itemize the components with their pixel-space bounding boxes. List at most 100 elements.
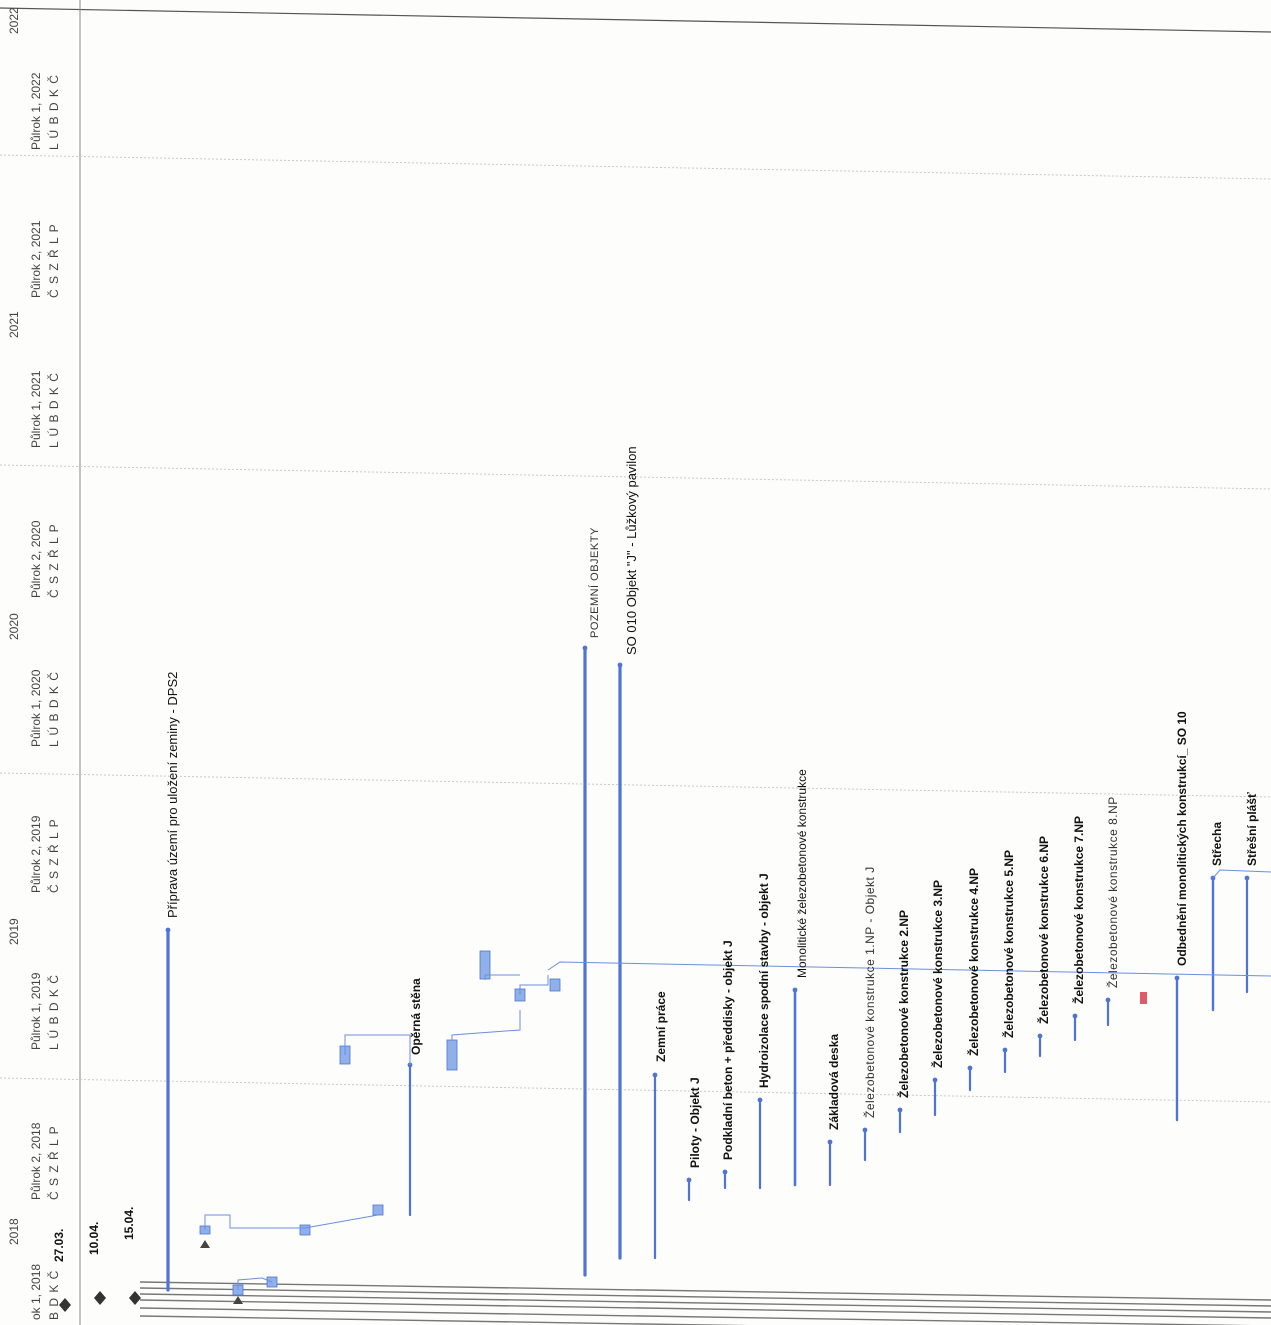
half-year-label: Půlrok 1, 2020 bbox=[29, 669, 43, 747]
arrow-icon bbox=[233, 1296, 243, 1304]
task-bar-end bbox=[792, 987, 798, 993]
task-label: POZEMNÍ OBJEKTY bbox=[588, 527, 601, 638]
baseline-rule bbox=[139, 1307, 1253, 1325]
task-bar-end bbox=[1002, 1047, 1008, 1053]
grid-line bbox=[0, 1077, 1271, 1103]
baseline-rule bbox=[139, 1293, 1271, 1313]
half-year-label: Půlrok 2, 2019 bbox=[29, 815, 43, 893]
dependency-box bbox=[446, 1039, 458, 1071]
dependency-link bbox=[451, 1010, 521, 1040]
task-bar-end bbox=[1174, 975, 1180, 981]
milestone-label: 10.04. bbox=[87, 1222, 101, 1255]
milestone-label: 15.04. bbox=[122, 1207, 136, 1240]
milestones: 27.03. 10.04. 15.04. bbox=[52, 1207, 141, 1312]
task-labels: Příprava území pro uložení zeminy - DPS2… bbox=[165, 446, 1259, 1168]
month-letters: Č S Z Ř L P bbox=[46, 523, 61, 598]
task-label: Střešní plášť bbox=[1245, 792, 1259, 866]
task-bar-end bbox=[1037, 1033, 1043, 1039]
task-bar-end bbox=[897, 1107, 903, 1113]
baseline-rule bbox=[139, 1281, 1271, 1301]
month-letters: L Ú B D K Č bbox=[46, 974, 61, 1050]
half-year-label: Půlrok 1, 2019 bbox=[29, 972, 43, 1050]
link-line bbox=[547, 961, 1271, 977]
task-label: Železobetonové konstrukce 4.NP bbox=[966, 868, 981, 1056]
task-label: Piloty - Objekt J bbox=[688, 1077, 702, 1168]
dependency-box bbox=[549, 978, 561, 992]
year-label: 2020 bbox=[7, 613, 21, 640]
dependency-link bbox=[304, 1214, 379, 1229]
task-label: Železobetonové konstrukce 8.NP bbox=[1105, 796, 1120, 988]
arrow-icon bbox=[200, 1240, 210, 1248]
month-letters: Č S Z Ř L P bbox=[46, 223, 61, 298]
month-letters: L Ú B D K Č bbox=[46, 671, 61, 747]
task-label: Odbednění monolitických konstrukcí_ SO 1… bbox=[1175, 711, 1189, 966]
task-bar-end bbox=[757, 1097, 763, 1103]
task-bar-end bbox=[1244, 875, 1250, 881]
task-label: Monolitické železobetonové konstrukce bbox=[795, 769, 809, 978]
status-marker bbox=[1140, 992, 1147, 1004]
month-letters: L Ú B D K Č bbox=[46, 74, 61, 150]
month-letters: L Ú B D K Č bbox=[46, 372, 61, 448]
task-label: Železobetonové konstrukce 5.NP bbox=[1001, 850, 1016, 1038]
milestone-diamond bbox=[129, 1291, 141, 1305]
dependency-link bbox=[484, 974, 520, 980]
task-bar-end bbox=[862, 1127, 868, 1133]
half-year-label: ok 1, 2018 bbox=[29, 1264, 43, 1320]
grid-line bbox=[0, 154, 1271, 180]
task-label: Zemní práce bbox=[654, 991, 668, 1062]
timescale: 2018 2019 2020 2021 2022 ok 1, 2018 B D K Č Půl… bbox=[7, 7, 61, 1320]
task-bars bbox=[165, 645, 1271, 1304]
task-bar-end bbox=[165, 927, 171, 933]
task-label: Železobetonové konstrukce 3.NP bbox=[930, 880, 945, 1068]
year-label: 2019 bbox=[7, 918, 21, 945]
half-year-label: Půlrok 1, 2022 bbox=[29, 72, 43, 150]
year-label: 2021 bbox=[7, 311, 21, 338]
task-bar-end bbox=[967, 1065, 973, 1071]
task-label: Střecha bbox=[1210, 822, 1224, 866]
month-letters: Č S Z Ř L P bbox=[46, 818, 61, 893]
task-bar-end bbox=[582, 645, 588, 651]
task-label: Hydroizolace spodní stavby - objekt J bbox=[757, 873, 771, 1088]
dependency-box bbox=[372, 1204, 384, 1216]
task-label: Železobetonové konstrukce 1.NP - Objekt … bbox=[862, 866, 877, 1118]
month-letters: Č S Z Ř L P bbox=[46, 1125, 61, 1200]
task-label: Základová deska bbox=[827, 1034, 841, 1130]
task-label: Příprava území pro uložení zeminy - DPS2 bbox=[165, 672, 180, 918]
milestone-label: 27.03. bbox=[52, 1229, 66, 1262]
task-label: Železobetonové konstrukce 7.NP bbox=[1071, 816, 1086, 1004]
half-year-label: Půlrok 1, 2021 bbox=[29, 370, 43, 448]
task-label: Opěrná stěna bbox=[409, 978, 423, 1055]
half-year-label: Půlrok 2, 2018 bbox=[29, 1122, 43, 1200]
year-label: 2022 bbox=[7, 7, 21, 34]
grid-line bbox=[0, 772, 1271, 798]
task-bar-end bbox=[652, 1072, 658, 1078]
link-line bbox=[1212, 869, 1271, 879]
task-bar-end bbox=[1072, 1013, 1078, 1019]
half-year-label: Půlrok 2, 2021 bbox=[29, 220, 43, 298]
baseline-rule bbox=[139, 1315, 750, 1325]
milestone-diamond bbox=[94, 1291, 106, 1305]
task-bar-end bbox=[686, 1177, 692, 1183]
task-label: Železobetonové konstrukce 2.NP bbox=[896, 910, 911, 1098]
month-letters: B D K Č bbox=[46, 1270, 61, 1320]
milestone-diamond bbox=[59, 1298, 71, 1312]
dependency-link bbox=[204, 1214, 305, 1230]
baseline-rule bbox=[139, 1287, 1271, 1307]
dependency-box bbox=[299, 1224, 311, 1236]
dependency-link bbox=[519, 975, 549, 995]
task-label: SO 010 Objekt "J" - Lůžkový pavilon bbox=[624, 446, 639, 655]
task-bar-end bbox=[617, 662, 623, 668]
task-label: Podkladní beton + předdisky - objekt J bbox=[721, 940, 735, 1160]
dependency-link bbox=[344, 1034, 411, 1065]
task-bar-end bbox=[932, 1077, 938, 1083]
top-border bbox=[0, 7, 1271, 33]
task-label: Železobetonové konstrukce 6.NP bbox=[1036, 836, 1051, 1024]
task-bar-end bbox=[827, 1139, 833, 1145]
task-bar-end bbox=[722, 1169, 728, 1175]
half-year-label: Půlrok 2, 2020 bbox=[29, 520, 43, 598]
baseline-rule bbox=[139, 1299, 1271, 1319]
task-bar-end bbox=[1105, 997, 1111, 1003]
